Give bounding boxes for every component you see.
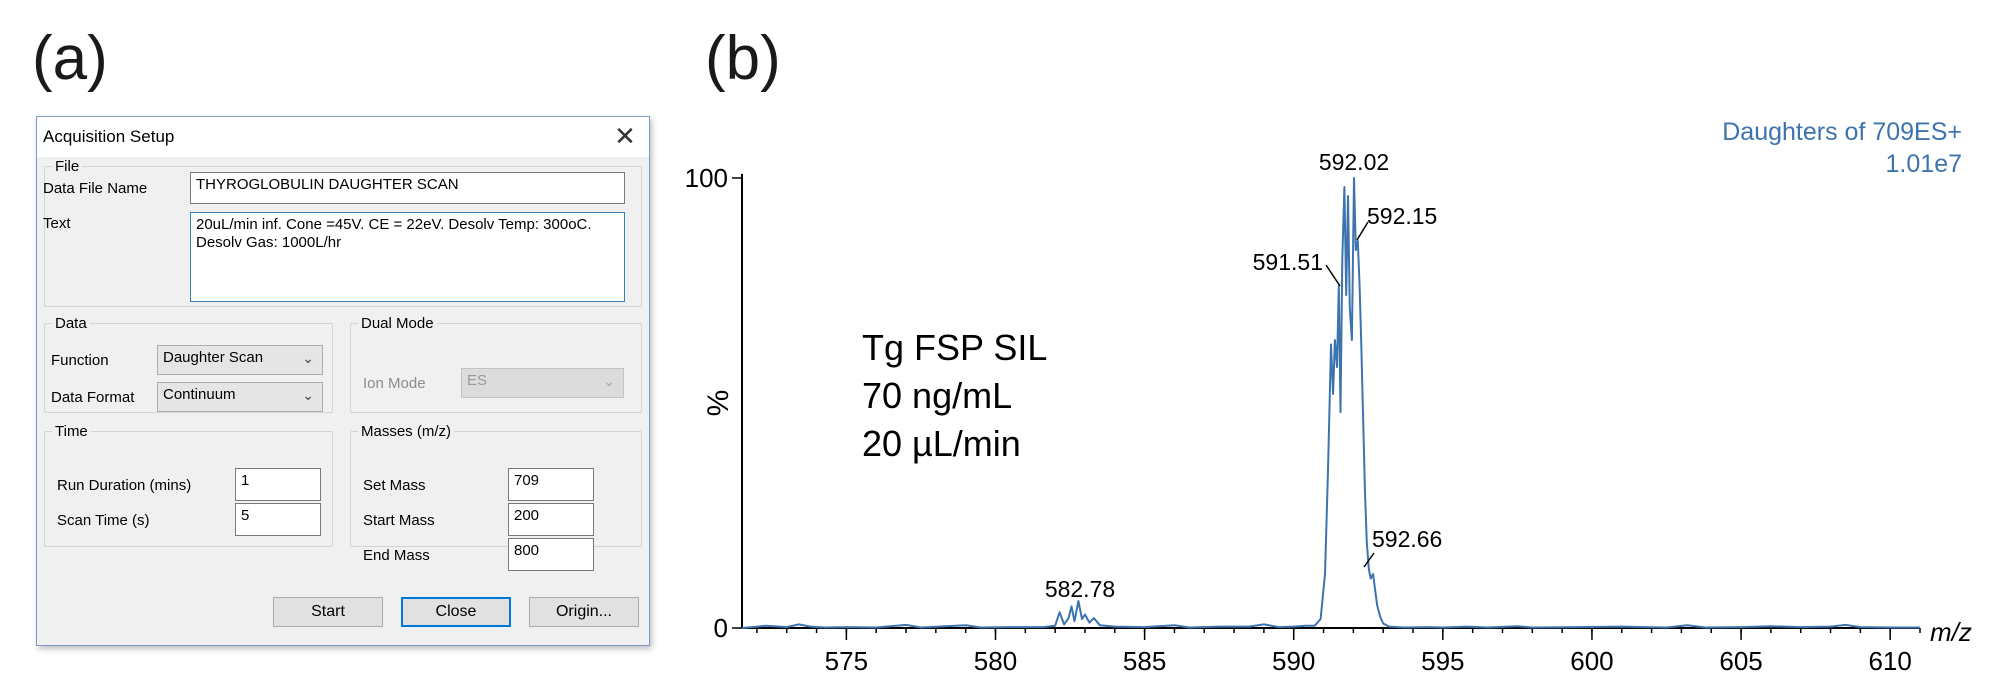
time-group-legend: Time [55,423,88,440]
y-tick-label: 0 [714,613,728,643]
y-axis-label: % [702,390,735,417]
chevron-down-icon: ⌄ [302,350,314,366]
panel-label-b: (b) [705,24,781,93]
text-input[interactable]: 20uL/min inf. Cone =45V. CE = 22eV. Deso… [190,212,625,302]
scan-time-label: Scan Time (s) [57,512,150,529]
peak-leader-line [1356,221,1369,241]
set-mass-input[interactable]: 709 [508,468,594,501]
close-button[interactable]: Close [401,597,511,627]
text-label: Text [43,215,71,232]
peak-leader-line [1325,264,1341,287]
ion-mode-select-value: ES [467,372,488,389]
function-select[interactable]: Daughter Scan ⌄ [157,345,323,375]
peak-label: 592.15 [1367,203,1437,229]
x-tick-label: 580 [974,646,1017,676]
time-group: Time [44,423,333,547]
x-axis-label: m/z [1930,617,1972,647]
origin-button[interactable]: Origin... [529,597,639,627]
run-duration-input[interactable]: 1 [235,468,321,501]
chart-header-line: 1.01e7 [1886,150,1962,178]
peak-label: 591.51 [1253,249,1323,275]
dialog-titlebar[interactable]: Acquisition Setup ✕ [37,117,649,157]
function-select-value: Daughter Scan [163,349,264,366]
chart-annotation-line: 20 µL/min [862,423,1021,464]
dual-mode-group: Dual Mode [350,315,642,413]
data-format-label: Data Format [51,389,135,406]
dialog-title: Acquisition Setup [43,127,175,146]
ion-mode-label: Ion Mode [363,375,426,392]
x-tick-label: 595 [1421,646,1464,676]
chart-annotation-line: 70 ng/mL [862,375,1012,416]
data-format-select-value: Continuum [163,386,236,403]
x-tick-label: 590 [1272,646,1315,676]
y-tick-label: 100 [685,163,728,193]
acquisition-setup-dialog: Acquisition Setup ✕ File Data File Name … [36,116,650,646]
x-tick-label: 575 [825,646,868,676]
ion-mode-select: ES ⌄ [461,368,624,398]
end-mass-input[interactable]: 800 [508,538,594,571]
peak-leader-line [1363,552,1375,568]
x-tick-label: 610 [1868,646,1911,676]
x-tick-label: 600 [1570,646,1613,676]
file-group: File [44,158,642,307]
masses-group-legend: Masses (m/z) [361,423,451,440]
x-tick-label: 605 [1719,646,1762,676]
data-file-name-label: Data File Name [43,180,148,197]
chart-annotation-line: Tg FSP SIL [862,327,1047,368]
function-label: Function [51,352,109,369]
file-group-legend: File [55,158,80,175]
panel-label-a: (a) [32,24,108,93]
chevron-down-icon: ⌄ [603,373,615,389]
chart-header-line: Daughters of 709ES+ [1722,118,1962,146]
data-group-legend: Data [55,315,87,332]
data-group: Data [44,315,333,413]
run-duration-label: Run Duration (mins) [57,477,192,494]
x-tick-label: 585 [1123,646,1166,676]
set-mass-label: Set Mass [363,477,426,494]
scan-time-input[interactable]: 5 [235,503,321,536]
start-mass-input[interactable]: 200 [508,503,594,536]
spectrum-line [741,177,1920,629]
masses-group: Masses (m/z) [350,423,642,547]
peak-label: 592.66 [1372,526,1442,552]
data-file-name-input[interactable]: THYROGLOBULIN DAUGHTER SCAN [190,172,625,204]
peak-label: 592.02 [1319,149,1389,175]
start-button[interactable]: Start [273,597,383,627]
start-mass-label: Start Mass [363,512,435,529]
end-mass-label: End Mass [363,547,430,564]
close-icon[interactable]: ✕ [614,121,636,151]
chevron-down-icon: ⌄ [302,387,314,403]
peak-label: 582.78 [1045,576,1115,602]
data-format-select[interactable]: Continuum ⌄ [157,382,323,412]
dual-mode-group-legend: Dual Mode [361,315,434,332]
